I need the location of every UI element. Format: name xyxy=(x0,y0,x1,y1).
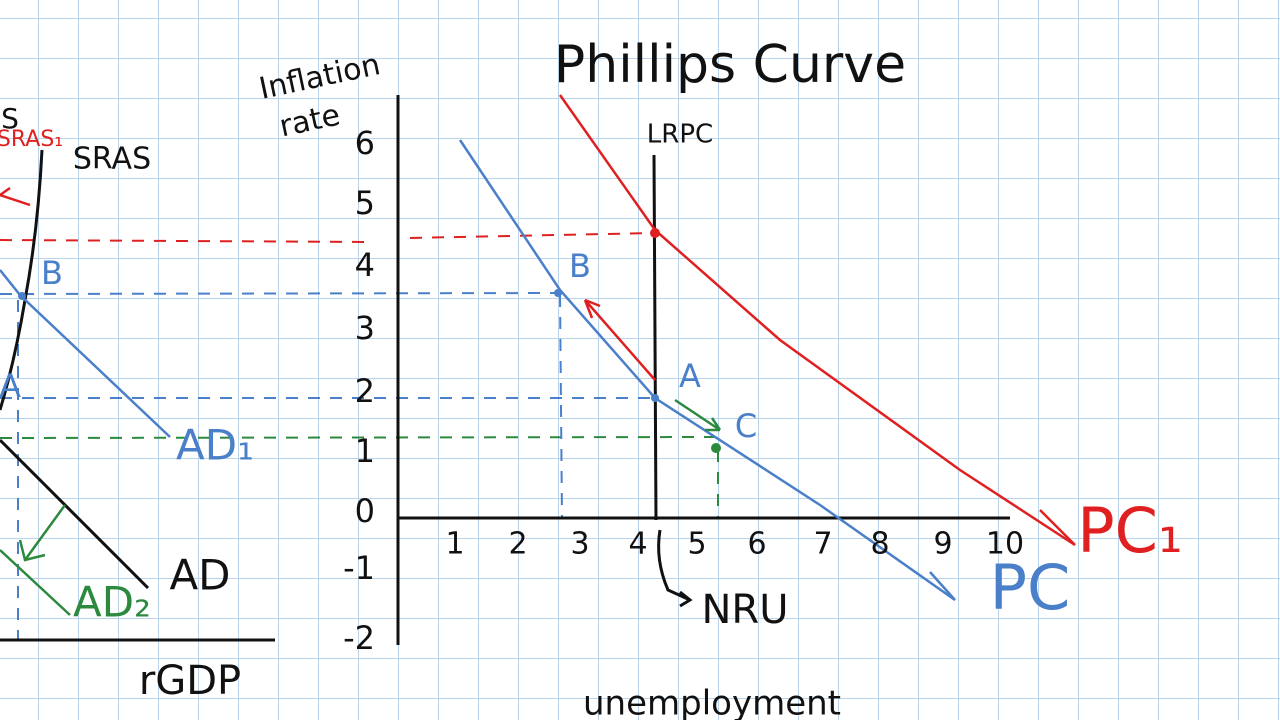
dots xyxy=(18,228,721,453)
guides xyxy=(0,232,719,640)
x-axis-label: unemployment xyxy=(583,684,841,720)
y-tick-label: 5 xyxy=(355,184,375,222)
left-label: SRAS₁ xyxy=(0,127,63,152)
left-label: A xyxy=(0,367,21,405)
y-tick-label: 2 xyxy=(355,372,375,410)
x-tick-label: 5 xyxy=(687,527,706,562)
x-tick-label: 6 xyxy=(747,527,766,562)
y-tick-label: -2 xyxy=(343,619,375,657)
x-tick-label: 4 xyxy=(628,527,647,562)
point-label: C xyxy=(735,407,757,445)
x-tick-label: 2 xyxy=(508,527,527,562)
lrpc-label: LRPC xyxy=(647,120,713,150)
x-tick-label: 10 xyxy=(986,527,1024,562)
y-tick-label: 1 xyxy=(355,432,375,470)
left-label: SRAS xyxy=(73,142,151,177)
left-label: rGDP xyxy=(139,658,241,704)
curves xyxy=(0,94,1076,616)
y-tick-label: 3 xyxy=(355,309,375,347)
nru-label: NRU xyxy=(702,587,789,633)
left-label: AD₂ xyxy=(73,578,151,627)
x-tick-label: 3 xyxy=(570,527,589,562)
y-tick-label: 6 xyxy=(355,124,375,162)
y-axis-label: Inflation xyxy=(256,47,383,107)
x-tick-label: 7 xyxy=(813,527,832,562)
point-label: B xyxy=(569,247,591,285)
axes xyxy=(0,95,1010,645)
y-tick-label: -1 xyxy=(343,549,375,587)
x-tick-label: 9 xyxy=(933,527,952,562)
left-label: AD xyxy=(169,551,230,600)
y-tick-label: 4 xyxy=(355,246,375,284)
y-tick-label: 0 xyxy=(355,492,375,530)
left-label: AD₁ xyxy=(176,421,254,470)
x-tick-label: 8 xyxy=(870,527,889,562)
point-label: A xyxy=(679,357,701,395)
title: Phillips Curve xyxy=(554,35,906,95)
left-label: S xyxy=(1,102,19,135)
pc-label: PC xyxy=(990,551,1071,624)
pc1-label: PC₁ xyxy=(1077,494,1183,567)
left-label: B xyxy=(41,254,63,292)
y-axis-label: rate xyxy=(276,98,343,145)
x-tick-label: 1 xyxy=(445,527,464,562)
